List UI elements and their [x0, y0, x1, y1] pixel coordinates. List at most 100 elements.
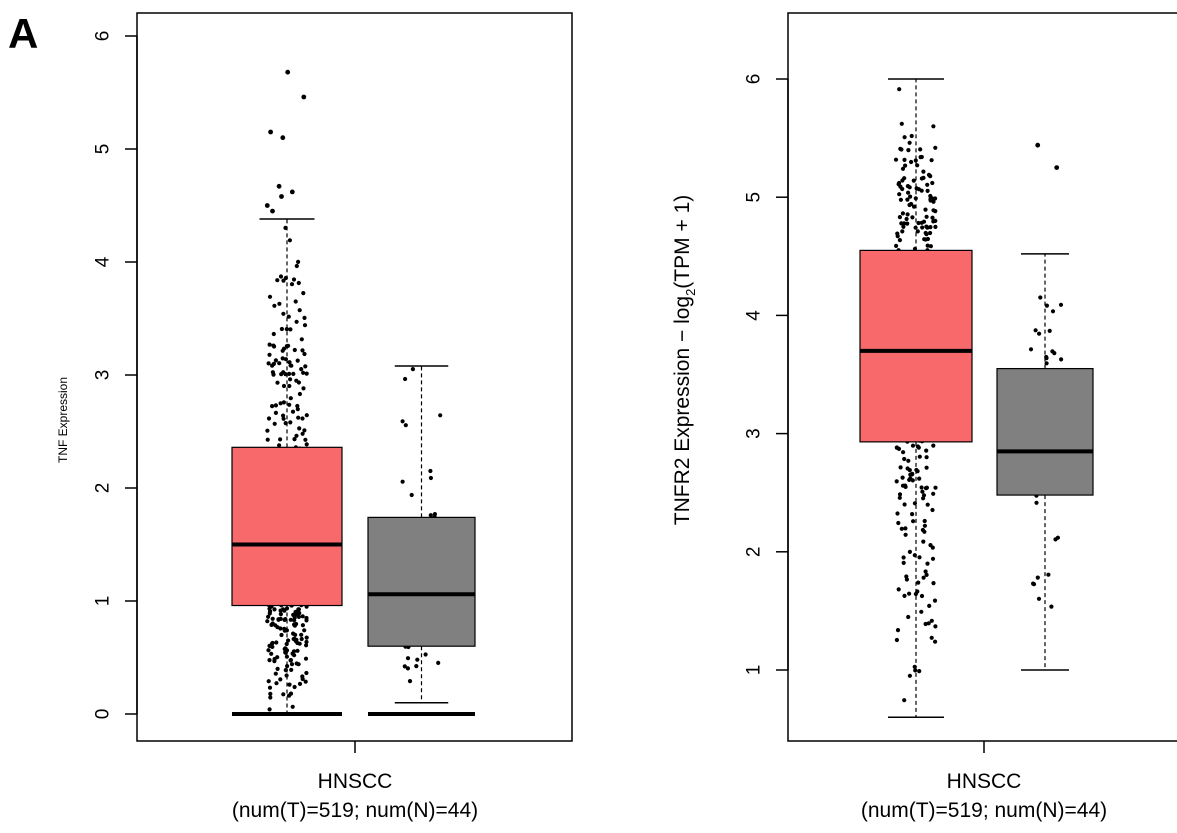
point-left-t: [287, 402, 292, 407]
point-right-t: [926, 172, 932, 177]
point-left-t: [278, 612, 283, 617]
point-right-t: [899, 147, 904, 152]
outlier-left-t: [270, 208, 275, 214]
point-left-t: [270, 644, 275, 650]
point-right-t: [905, 197, 910, 202]
point-right-t: [931, 491, 936, 496]
point-right-n: [1031, 581, 1036, 586]
point-left-n: [415, 657, 420, 662]
point-left-n: [436, 660, 441, 666]
boxes-left: [231, 218, 476, 716]
point-right-t: [900, 211, 906, 216]
point-left-n: [438, 413, 443, 418]
point-right-t: [925, 561, 930, 566]
point-right-t: [930, 556, 936, 561]
point-right-t: [900, 229, 905, 234]
box-left-n: [367, 516, 476, 647]
point-right-t: [902, 593, 907, 599]
outlier-right-n: [1035, 142, 1041, 148]
outlier-right-n: [1054, 165, 1060, 171]
point-left-t: [285, 664, 290, 669]
outlier-left-t: [268, 129, 273, 135]
point-left-t: [273, 623, 278, 628]
point-left-t: [300, 416, 305, 421]
point-right-t: [900, 475, 905, 480]
point-left-t: [274, 640, 279, 645]
point-left-t: [275, 278, 280, 283]
point-right-t: [922, 518, 927, 524]
point-right-t: [908, 194, 913, 199]
point-right-t: [921, 219, 927, 224]
point-left-t: [295, 403, 300, 409]
point-left-t: [266, 361, 271, 366]
point-right-t: [925, 236, 931, 242]
point-left-t: [277, 301, 282, 306]
point-right-t: [933, 224, 938, 229]
point-left-t: [295, 407, 300, 412]
point-right-n: [1050, 349, 1055, 354]
point-left-t: [294, 609, 299, 614]
point-right-t: [919, 593, 925, 599]
point-right-t: [912, 501, 918, 506]
point-right-t: [897, 215, 903, 220]
point-right-t: [921, 539, 926, 544]
point-right-t: [923, 621, 928, 627]
point-left-t: [265, 437, 270, 442]
point-right-t: [909, 201, 914, 207]
point-left-t: [304, 635, 309, 640]
point-right-t: [933, 624, 938, 629]
point-right-t: [928, 198, 933, 203]
point-right-t: [908, 472, 913, 477]
point-right-t: [931, 581, 936, 586]
point-right-t: [933, 639, 938, 644]
point-right-t: [898, 197, 904, 202]
point-left-t: [304, 639, 309, 645]
x-category-right: HNSCC: [947, 770, 1022, 793]
point-right-t: [919, 609, 924, 614]
point-right-n: [1044, 303, 1049, 308]
point-right-n: [1050, 309, 1056, 314]
y-tick-label-right: 1: [744, 665, 765, 676]
outlier-left-t: [279, 194, 284, 199]
point-left-t: [273, 671, 278, 676]
point-right-t: [897, 192, 902, 197]
point-right-t: [906, 190, 911, 195]
point-right-t: [903, 532, 908, 537]
y-axis-label-right-main: TNFR2 Expression − log: [671, 296, 694, 525]
point-left-t: [280, 348, 285, 353]
point-left-t: [294, 378, 299, 383]
point-right-t: [931, 443, 936, 448]
point-left-t: [288, 658, 293, 663]
point-left-t: [304, 670, 309, 676]
point-right-t: [911, 204, 917, 209]
point-left-t: [295, 648, 300, 653]
point-left-t: [294, 612, 299, 617]
point-right-t: [902, 456, 907, 462]
point-left-t: [300, 614, 305, 619]
point-left-t: [282, 646, 287, 652]
point-right-t: [906, 148, 911, 153]
y-tick-label-left: 6: [93, 31, 114, 42]
point-left-t: [269, 651, 274, 656]
point-left-n: [403, 376, 408, 382]
point-right-t: [924, 455, 929, 460]
point-right-t: [897, 238, 903, 243]
point-left-t: [292, 347, 297, 353]
point-right-t: [933, 145, 938, 150]
point-right-t: [913, 591, 919, 597]
point-right-t: [910, 215, 915, 220]
point-left-t: [270, 640, 275, 646]
point-left-t: [272, 607, 277, 612]
point-left-t: [304, 643, 309, 648]
point-right-t: [894, 479, 899, 484]
point-left-t: [287, 371, 292, 376]
point-left-t: [278, 274, 284, 279]
point-left-t: [288, 327, 293, 332]
point-right-t: [921, 575, 926, 580]
y-axis-label-left: TNF Expression: [56, 377, 70, 463]
point-left-t: [292, 684, 297, 690]
point-right-t: [917, 669, 922, 674]
point-left-t: [291, 371, 296, 376]
